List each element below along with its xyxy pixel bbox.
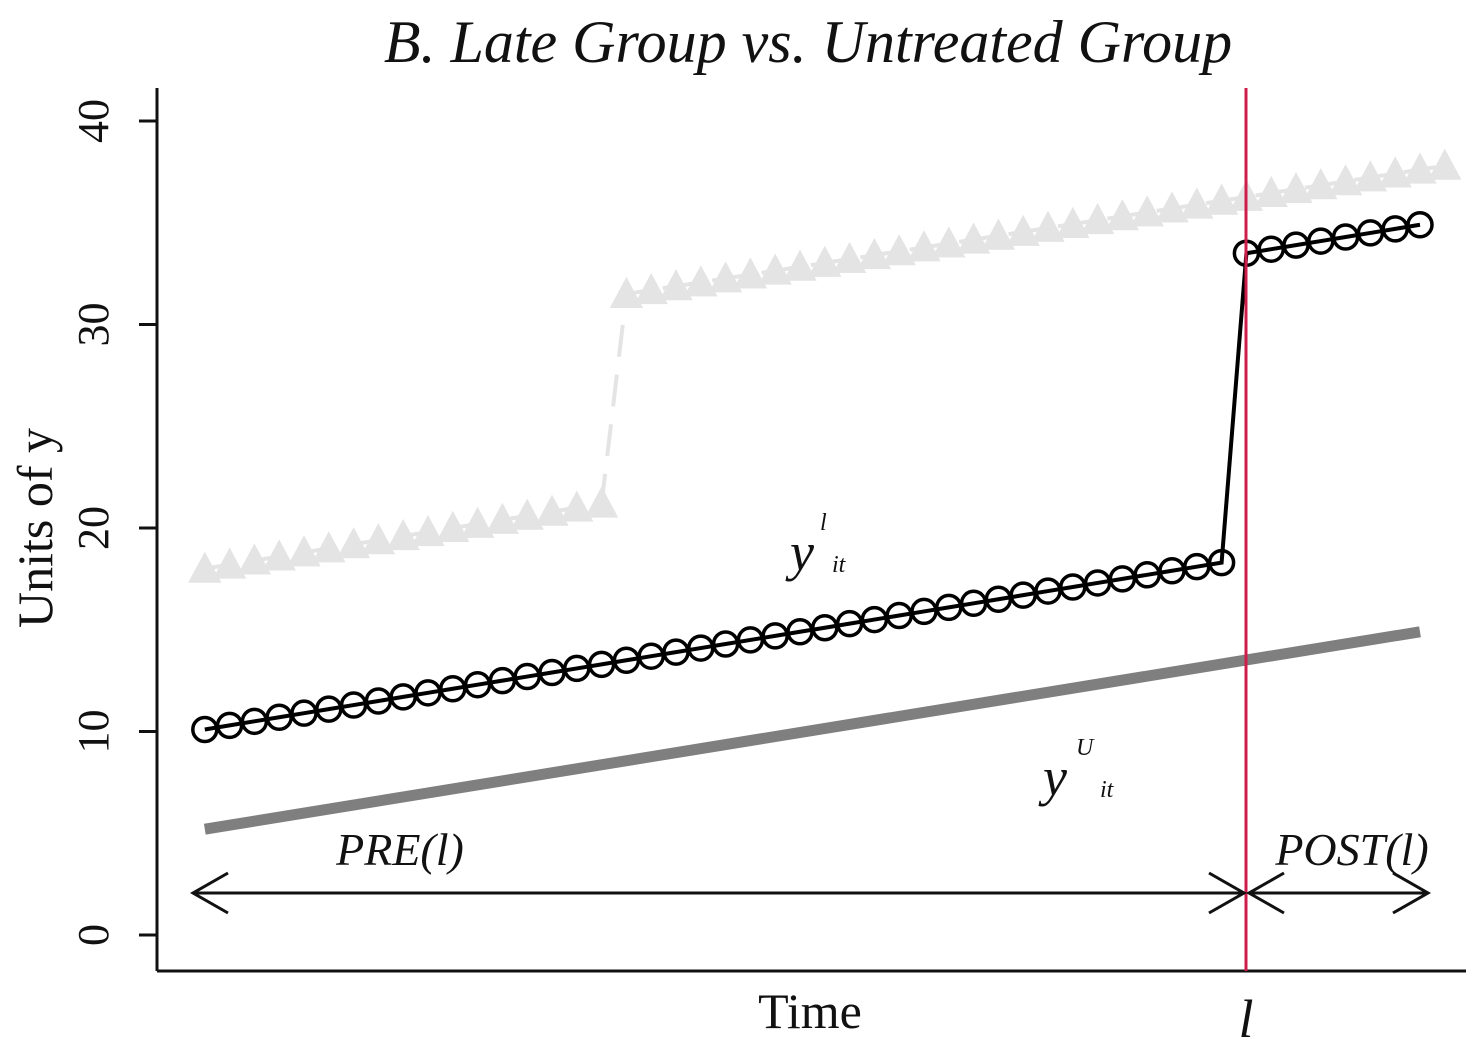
faded-triangle-point: [1378, 156, 1412, 188]
faded-triangle-point: [212, 547, 247, 579]
y-late-sub: it: [832, 552, 847, 578]
faded-triangle-point: [485, 502, 520, 534]
faded-triangle-point: [659, 269, 693, 301]
y-tick-label: 0: [69, 924, 118, 946]
faded-triangle-point: [1428, 148, 1462, 180]
faded-triangle-point: [783, 249, 817, 281]
faded-triangle-point: [832, 241, 867, 274]
y-tick-label: 40: [69, 99, 118, 143]
faded-triangle-point: [1304, 168, 1338, 200]
faded-triangle-point: [237, 543, 272, 575]
post-period-label: POST(l): [1274, 824, 1428, 875]
series-faded-triangles: [188, 148, 1462, 583]
y-late-sup: l: [820, 510, 827, 536]
faded-triangle-point: [510, 498, 544, 530]
faded-triangle-point: [312, 531, 346, 563]
y-tick-label: 30: [69, 303, 118, 347]
faded-triangle-point: [1056, 206, 1090, 239]
pre-period-arrow: [189, 871, 1248, 915]
y-untreated-base: y: [1038, 747, 1067, 807]
faded-triangle-point: [1006, 214, 1040, 246]
faded-triangle-point: [287, 535, 321, 567]
faded-triangle-point: [1031, 210, 1065, 242]
y-untreated-sup: U: [1076, 735, 1095, 761]
faded-triangle-point: [262, 539, 296, 571]
y-tick-label: 10: [69, 710, 118, 754]
faded-triangle-point: [882, 234, 916, 266]
faded-triangle-point: [188, 551, 222, 583]
post-period-arrow: [1245, 871, 1432, 915]
faded-triangle-point: [1328, 164, 1363, 196]
faded-triangle-point: [758, 253, 792, 285]
pre-period-label: PRE(l): [335, 824, 464, 875]
faded-triangle-point: [956, 222, 991, 254]
faded-triangle-point: [1204, 183, 1239, 215]
faded-triangle-point: [634, 272, 668, 305]
faded-triangle-point: [411, 514, 445, 547]
faded-triangle-point: [1080, 203, 1115, 235]
y-axis-label: Units of y: [7, 428, 63, 628]
faded-triangle-point: [460, 506, 495, 538]
faded-triangle-point: [907, 230, 941, 262]
untreated-trend-line: [203, 626, 1421, 835]
treatment-time-label: l: [1238, 989, 1253, 1049]
faded-triangle-point: [1279, 171, 1313, 204]
late-group-point: [1406, 211, 1434, 239]
faded-triangle-point: [361, 523, 396, 555]
faded-triangle-point: [1254, 175, 1288, 207]
x-axis-label: Time: [758, 983, 862, 1039]
chart-title: B. Late Group vs. Untreated Group: [384, 9, 1232, 75]
faded-triangle-point: [808, 245, 842, 277]
faded-triangle-point: [1353, 160, 1388, 192]
faded-series-line: [204, 163, 1446, 571]
faded-triangle-point: [336, 527, 371, 559]
faded-triangle-point: [436, 510, 470, 542]
y-untreated-sub: it: [1100, 777, 1115, 803]
faded-triangle-point: [684, 265, 718, 297]
y-ticks: 0 10 20 30 40: [69, 99, 157, 946]
series-circles: [191, 211, 1434, 744]
faded-triangle-point: [733, 257, 768, 289]
annotation-y-late: y l it: [785, 510, 847, 582]
faded-triangle-point: [535, 494, 569, 526]
late-group-line: [204, 222, 1421, 732]
y-late-base: y: [785, 522, 814, 582]
faded-triangle-point: [981, 218, 1016, 250]
faded-triangle-point: [857, 238, 892, 270]
faded-triangle-point: [708, 261, 743, 293]
series-gray-line: [203, 626, 1421, 835]
faded-triangle-point: [1180, 187, 1214, 219]
faded-triangle-point: [932, 226, 966, 258]
faded-triangle-point: [584, 486, 619, 518]
faded-triangle-point: [1105, 199, 1140, 231]
plot-area: 0 10 20 30 40: [69, 88, 1466, 973]
annotation-y-untreated: y U it: [1038, 735, 1115, 807]
faded-triangle-point: [1130, 195, 1164, 227]
faded-triangle-point: [560, 490, 594, 522]
faded-triangle-point: [1403, 152, 1437, 184]
faded-triangle-point: [386, 519, 420, 551]
faded-triangle-point: [1155, 191, 1189, 223]
faded-triangle-point: [609, 276, 644, 308]
y-tick-label: 20: [69, 506, 118, 550]
late-group-point: [1207, 548, 1236, 577]
